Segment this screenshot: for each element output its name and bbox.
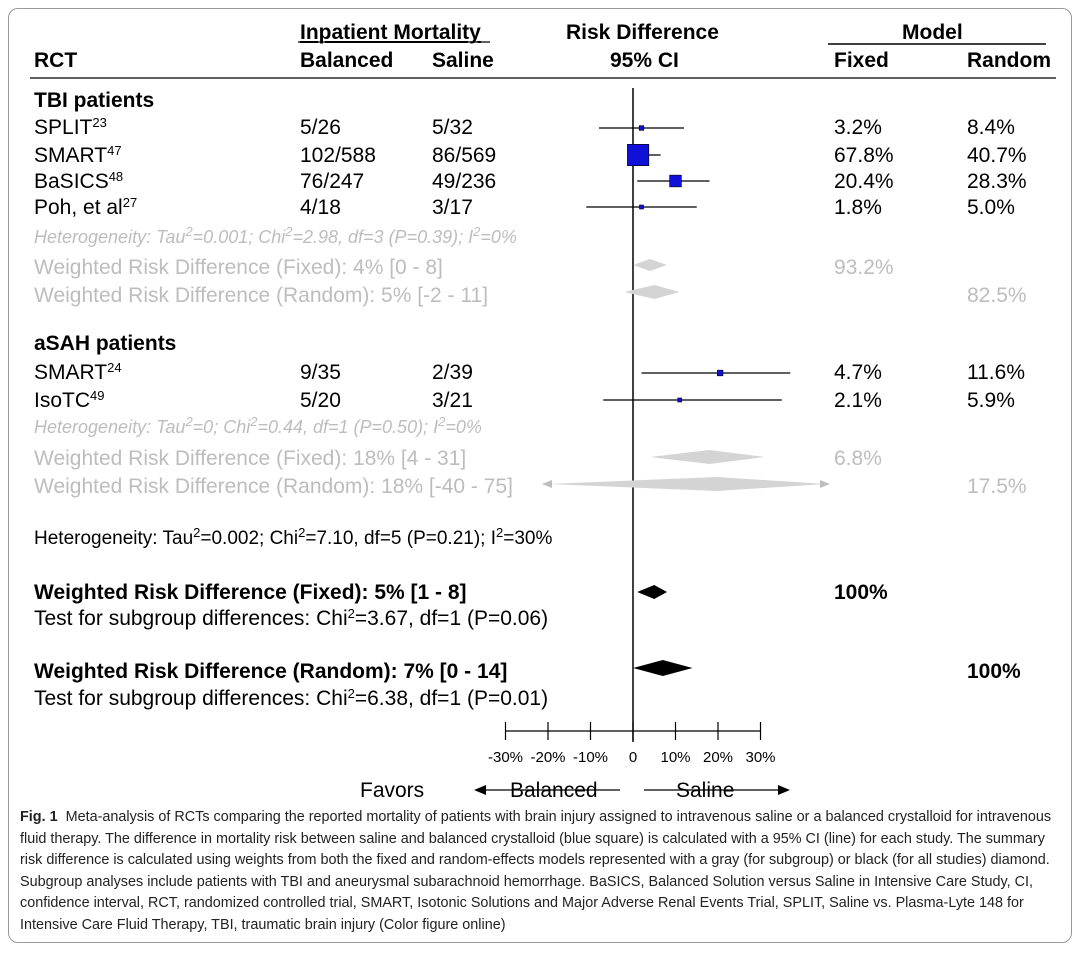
favors-label: Favors (360, 779, 425, 802)
study-random-weight: 11.6% (967, 361, 1025, 384)
study-random-weight: 5.0% (967, 196, 1015, 219)
header-saline: Saline (432, 49, 494, 72)
summary-diamond (548, 477, 826, 491)
study-fixed-weight: 4.7% (834, 361, 882, 384)
x-tick-label: -20% (530, 749, 565, 766)
study-random-weight: 5.9% (967, 389, 1015, 412)
study-name: IsoTC49 (34, 388, 105, 412)
study-fixed-weight: 1.8% (834, 196, 882, 219)
study-random-weight: 28.3% (967, 170, 1027, 193)
clip-arrow-right (820, 480, 830, 488)
pooled-fixed-label-asah: Weighted Risk Difference (Fixed): 18% [4… (34, 447, 467, 470)
overall-random-label: Weighted Risk Difference (Random): 7% [0… (34, 660, 508, 683)
study-name: Poh, et al27 (34, 195, 138, 219)
pooled-random-weight-asah: 17.5% (967, 475, 1027, 498)
x-tick-label: -30% (488, 749, 523, 766)
summary-diamond (637, 585, 667, 599)
effect-square (627, 143, 650, 167)
x-tick-label: 10% (660, 749, 690, 766)
x-tick-label: 30% (745, 749, 775, 766)
effect-square (677, 397, 683, 403)
group-title-tbi: TBI patients (34, 89, 155, 112)
summary-diamond (650, 450, 765, 464)
x-tick-label: 20% (703, 749, 733, 766)
study-saline: 3/21 (432, 389, 473, 412)
summary-diamond (624, 285, 680, 299)
header-inpatient-mortality: Inpatient Mortality (300, 21, 481, 44)
effect-square (639, 204, 644, 210)
study-name: SPLIT23 (34, 115, 107, 139)
study-balanced: 5/26 (300, 116, 341, 139)
overall-fixed-test: Test for subgroup differences: Chi2=3.67… (34, 606, 549, 630)
study-fixed-weight: 67.8% (834, 144, 894, 167)
heterogeneity-tbi: Heterogeneity: Tau2=0.001; Chi2=2.98, df… (34, 224, 517, 247)
forest-plot: -30% -20% -10% 0 10% 20% 30% (30, 41, 1056, 795)
overall-fixed-label: Weighted Risk Difference (Fixed): 5% [1 … (34, 581, 467, 604)
summary-diamond (633, 259, 667, 271)
caption-label: Fig. 1 (20, 809, 58, 825)
study-name: BaSICS48 (34, 169, 124, 193)
effect-square (638, 125, 645, 131)
heterogeneity-overall: Heterogeneity: Tau2=0.002; Chi2=7.10, df… (34, 525, 553, 549)
study-balanced: 76/247 (300, 170, 365, 193)
study-balanced: 9/35 (300, 361, 341, 384)
study-balanced: 5/20 (300, 389, 341, 412)
pooled-random-weight-tbi: 82.5% (967, 284, 1027, 307)
figure-caption: Fig. 1 Meta-analysis of RCTs comparing t… (20, 807, 1060, 936)
effect-square (669, 174, 682, 188)
effect-square (717, 369, 724, 377)
study-saline: 3/17 (432, 196, 473, 219)
study-fixed-weight: 20.4% (834, 170, 894, 193)
study-saline: 86/569 (432, 144, 497, 167)
pooled-random-label-asah: Weighted Risk Difference (Random): 18% [… (34, 475, 513, 498)
overall-random-test: Test for subgroup differences: Chi2=6.38… (34, 686, 549, 710)
header-random: Random (967, 49, 1051, 72)
overall-fixed-weight: 100% (834, 581, 888, 604)
group-title-asah: aSAH patients (34, 332, 177, 355)
header-ci: 95% CI (610, 49, 679, 72)
pooled-fixed-label-tbi: Weighted Risk Difference (Fixed): 4% [0 … (34, 256, 443, 279)
figure-frame (8, 8, 1072, 943)
study-random-weight: 40.7% (967, 144, 1027, 167)
study-fixed-weight: 3.2% (834, 116, 882, 139)
header-model: Model (902, 21, 963, 44)
pooled-random-label-tbi: Weighted Risk Difference (Random): 5% [-… (34, 284, 489, 307)
summary-diamond (633, 660, 693, 676)
clip-arrow-left (542, 480, 552, 488)
header-balanced: Balanced (300, 49, 394, 72)
favors-arrowhead-left (474, 785, 486, 795)
study-name: SMART24 (34, 360, 122, 384)
header-fixed: Fixed (834, 49, 889, 72)
header-rct: RCT (34, 49, 78, 72)
study-random-weight: 8.4% (967, 116, 1015, 139)
header-risk-difference: Risk Difference (566, 21, 719, 44)
pooled-fixed-weight-asah: 6.8% (834, 447, 882, 470)
study-saline: 49/236 (432, 170, 497, 193)
study-saline: 5/32 (432, 116, 473, 139)
caption-text: Meta-analysis of RCTs comparing the repo… (20, 809, 1052, 933)
heterogeneity-asah: Heterogeneity: Tau2=0; Chi2=0.44, df=1 (… (34, 414, 482, 437)
x-tick-label: 0 (629, 749, 637, 766)
overall-random-weight: 100% (967, 660, 1021, 683)
study-balanced: 102/588 (300, 144, 376, 167)
study-name: SMART47 (34, 143, 122, 167)
study-saline: 2/39 (432, 361, 473, 384)
x-tick-label: -10% (573, 749, 608, 766)
study-balanced: 4/18 (300, 196, 341, 219)
pooled-fixed-weight-tbi: 93.2% (834, 256, 894, 279)
favors-arrowhead-right (778, 785, 790, 795)
study-fixed-weight: 2.1% (834, 389, 882, 412)
